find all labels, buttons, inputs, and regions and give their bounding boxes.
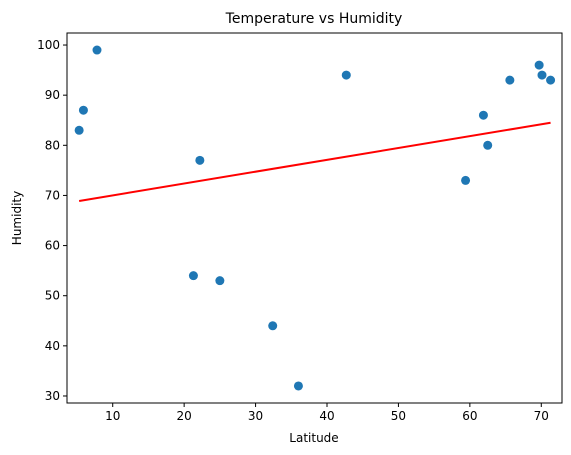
data-point [92,45,102,55]
x-tick-label: 70 [534,409,549,423]
data-point [461,175,471,185]
chart-title: Temperature vs Humidity [225,11,403,27]
data-point [546,75,556,85]
y-tick-label: 40 [45,339,60,353]
data-point [215,276,225,286]
x-tick-label: 20 [177,409,192,423]
x-tick-label: 50 [391,409,406,423]
plot-area [74,45,556,391]
y-tick-label: 50 [45,289,60,303]
data-point [537,70,547,80]
y-tick-label: 30 [45,389,60,403]
y-axis: 30 40 50 60 70 80 90 100 [37,38,67,403]
data-point [188,271,198,281]
regression-line [78,121,551,202]
data-point [74,125,84,135]
x-tick-label: 60 [462,409,477,423]
data-point [268,321,278,331]
y-tick-label: 60 [45,239,60,253]
y-axis-label: Humidity [10,191,24,245]
data-point [195,155,205,165]
x-tick-label: 10 [105,409,120,423]
data-point [534,60,544,70]
x-axis: 10 20 30 40 50 60 70 [105,403,549,423]
data-point [78,105,88,115]
axes-frame [66,32,563,404]
y-tick-label: 100 [37,38,60,52]
x-tick-label: 40 [319,409,334,423]
x-axis-label: Latitude [289,431,338,445]
data-point [341,70,351,80]
data-point [483,140,493,150]
y-tick-label: 90 [45,88,60,102]
data-point [293,381,303,391]
data-point [478,110,488,120]
data-point [505,75,515,85]
y-tick-label: 70 [45,188,60,202]
x-tick-label: 30 [248,409,263,423]
y-tick-label: 80 [45,138,60,152]
